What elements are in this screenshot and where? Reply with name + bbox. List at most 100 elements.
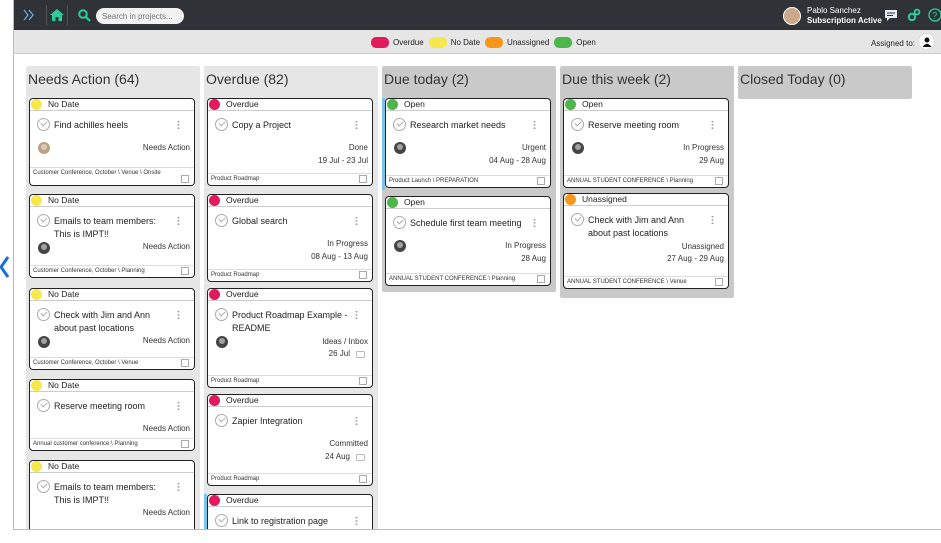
task-card[interactable]: Overdue Zapier Integration Committed 24 Aug… xyxy=(207,394,373,486)
task-card[interactable]: Overdue Global search In Progress 08 Aug - … xyxy=(207,194,373,282)
card-title[interactable]: Zapier Integration xyxy=(232,416,303,426)
more-options-icon[interactable] xyxy=(177,401,180,411)
more-options-icon[interactable] xyxy=(711,215,714,225)
task-card[interactable]: Open Research market needs Urgent 04 Aug - … xyxy=(385,98,551,188)
more-options-icon[interactable] xyxy=(355,120,358,130)
complete-check-icon[interactable] xyxy=(215,514,228,527)
open-external-icon[interactable] xyxy=(181,359,189,367)
complete-check-icon[interactable] xyxy=(37,399,50,412)
comment-icon[interactable] xyxy=(356,351,365,358)
complete-check-icon[interactable] xyxy=(215,118,228,131)
more-options-icon[interactable] xyxy=(177,482,180,492)
complete-check-icon[interactable] xyxy=(37,118,50,131)
more-options-icon[interactable] xyxy=(533,120,536,130)
assignee-avatar[interactable] xyxy=(216,336,228,348)
card-title[interactable]: Check with Jim and Ann about past locati… xyxy=(54,310,151,333)
card-title[interactable]: Reserve meeting room xyxy=(588,120,680,130)
assignee-avatar[interactable] xyxy=(394,142,406,154)
chat-icon[interactable] xyxy=(884,5,898,25)
card-state: Urgent xyxy=(521,143,546,152)
more-options-icon[interactable] xyxy=(711,120,714,130)
task-card[interactable]: Unassigned Check with Jim and Ann about p… xyxy=(563,193,729,289)
open-external-icon[interactable] xyxy=(181,267,189,275)
comment-icon[interactable] xyxy=(356,454,365,461)
task-card[interactable]: Overdue Link to registration page xyxy=(207,494,373,529)
task-card[interactable]: Overdue Product Roadmap Example - README I… xyxy=(207,288,373,388)
card-title[interactable]: Find achilles heels xyxy=(54,120,129,130)
task-card[interactable]: No Date Emails to team members: This is I… xyxy=(29,460,195,529)
card-dates: 19 Jul - 23 Jul xyxy=(318,156,368,165)
complete-check-icon[interactable] xyxy=(37,480,50,493)
drop-indicator xyxy=(382,98,385,190)
card-status-header: Overdue xyxy=(208,289,372,301)
double-chevron-right-icon[interactable] xyxy=(18,5,40,25)
column-title: Needs Action (64) xyxy=(28,71,140,87)
complete-check-icon[interactable] xyxy=(215,308,228,321)
card-body: Research market needs Urgent 04 Aug - 28 A… xyxy=(386,111,550,187)
assignee-avatar[interactable] xyxy=(38,142,50,154)
open-external-icon[interactable] xyxy=(359,475,367,483)
more-options-icon[interactable] xyxy=(355,310,358,320)
task-card[interactable]: No Date Find achilles heels Needs Action Cu… xyxy=(29,98,195,186)
search-input[interactable] xyxy=(96,8,184,24)
card-title[interactable]: Product Roadmap Example - README xyxy=(232,310,348,333)
card-title[interactable]: Schedule first team meeting xyxy=(410,218,522,228)
card-footer: Product Roadmap xyxy=(208,375,372,387)
assignee-avatar[interactable] xyxy=(38,242,50,254)
card-title[interactable]: Emails to team members: This is IMPT!! xyxy=(54,482,157,505)
open-external-icon[interactable] xyxy=(715,177,723,185)
task-card[interactable]: No Date Check with Jim and Ann about past… xyxy=(29,288,195,370)
card-title[interactable]: Emails to team members: This is IMPT!! xyxy=(54,216,157,239)
card-dates: 27 Aug - 29 Aug xyxy=(667,254,724,263)
more-options-icon[interactable] xyxy=(177,120,180,130)
open-external-icon[interactable] xyxy=(359,377,367,385)
complete-check-icon[interactable] xyxy=(37,214,50,227)
collapse-left-arrow-icon[interactable] xyxy=(0,254,12,280)
complete-check-icon[interactable] xyxy=(571,213,584,226)
open-external-icon[interactable] xyxy=(359,175,367,183)
complete-check-icon[interactable] xyxy=(393,118,406,131)
complete-check-icon[interactable] xyxy=(571,118,584,131)
card-title[interactable]: Check with Jim and Ann about past locati… xyxy=(588,215,685,238)
open-external-icon[interactable] xyxy=(537,275,545,283)
assignee-avatar[interactable] xyxy=(394,240,406,252)
card-title[interactable]: Global search xyxy=(232,216,288,226)
complete-check-icon[interactable] xyxy=(215,414,228,427)
task-card[interactable]: Overdue Copy a Project Done 19 Jul - 23 Jul… xyxy=(207,98,373,186)
task-card[interactable]: No Date Emails to team members: This is I… xyxy=(29,194,195,278)
home-icon[interactable] xyxy=(46,5,68,25)
more-options-icon[interactable] xyxy=(177,310,180,320)
open-external-icon[interactable] xyxy=(359,271,367,279)
status-dot xyxy=(565,194,576,205)
more-options-icon[interactable] xyxy=(355,516,358,526)
user-avatar[interactable] xyxy=(783,7,801,25)
search-icon[interactable] xyxy=(76,5,92,25)
more-options-icon[interactable] xyxy=(177,216,180,226)
task-card[interactable]: No Date Reserve meeting room Needs Action A… xyxy=(29,379,195,451)
card-status-header: No Date xyxy=(30,99,194,111)
complete-check-icon[interactable] xyxy=(37,308,50,321)
open-external-icon[interactable] xyxy=(181,175,189,183)
open-external-icon[interactable] xyxy=(537,177,545,185)
help-icon[interactable]: ? xyxy=(928,5,941,25)
task-card[interactable]: Open Reserve meeting room In Progress 29 Au… xyxy=(563,98,729,188)
card-title[interactable]: Research market needs xyxy=(410,120,506,130)
status-dot xyxy=(387,197,398,208)
app-frame: Pablo Sanchez Subscription Active ? Over… xyxy=(13,0,941,530)
more-options-icon[interactable] xyxy=(355,216,358,226)
card-title[interactable]: Copy a Project xyxy=(232,120,292,130)
card-title[interactable]: Link to registration page xyxy=(232,516,329,526)
assigned-user-icon[interactable] xyxy=(918,33,935,50)
task-card[interactable]: Open Schedule first team meeting In Progre… xyxy=(385,196,551,286)
complete-check-icon[interactable] xyxy=(215,214,228,227)
open-external-icon[interactable] xyxy=(181,440,189,448)
card-title[interactable]: Reserve meeting room xyxy=(54,401,146,411)
more-options-icon[interactable] xyxy=(355,416,358,426)
more-options-icon[interactable] xyxy=(533,218,536,228)
complete-check-icon[interactable] xyxy=(393,216,406,229)
card-state: Needs Action xyxy=(142,143,190,152)
settings-icon[interactable] xyxy=(907,5,921,25)
assignee-avatar[interactable] xyxy=(572,142,584,154)
assignee-avatar[interactable] xyxy=(38,336,50,348)
open-external-icon[interactable] xyxy=(715,278,723,286)
